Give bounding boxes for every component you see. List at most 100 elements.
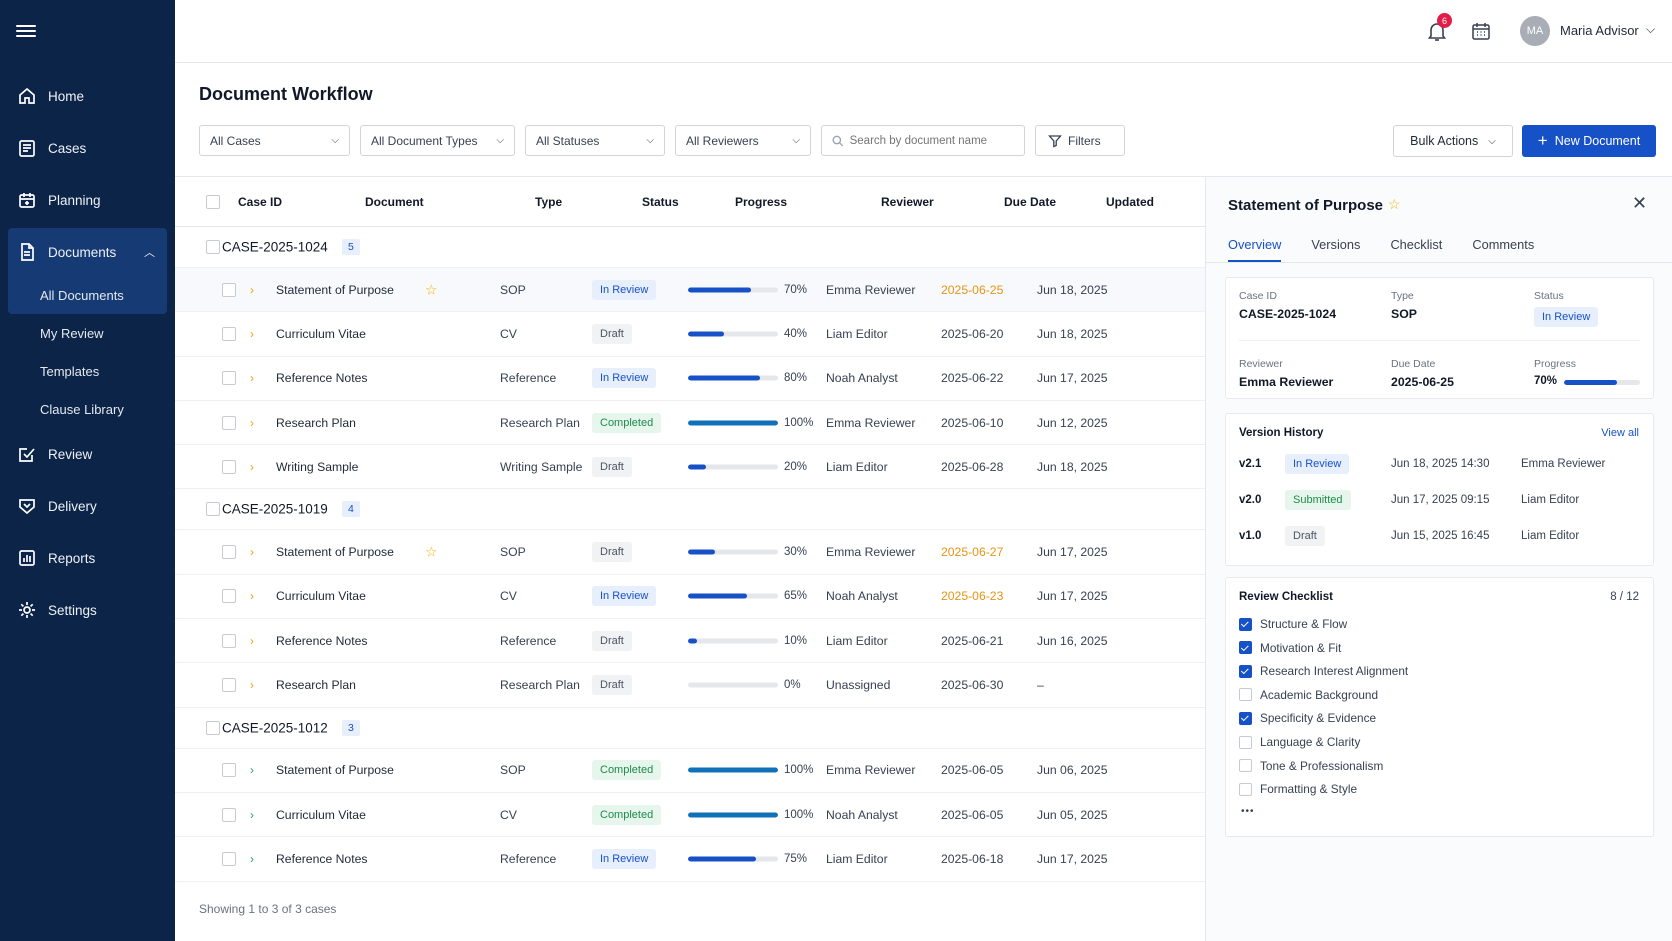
sidebar-subitem-my-review[interactable]: My Review bbox=[40, 325, 104, 341]
row-checkbox[interactable] bbox=[206, 720, 220, 735]
chevron-right-icon[interactable]: › bbox=[250, 326, 254, 341]
version-row[interactable]: v2.0 Submitted Jun 17, 2025 09:15 Liam Edit… bbox=[1239, 488, 1644, 512]
sidebar-item-documents[interactable]: Documents ︿ bbox=[8, 228, 167, 276]
column-header-type[interactable]: Type bbox=[535, 195, 563, 209]
table-row[interactable]: › Research Plan Research Plan Completed 100%… bbox=[175, 401, 1205, 446]
checklist-checkbox[interactable] bbox=[1239, 664, 1252, 678]
document-name[interactable]: Research Plan bbox=[276, 415, 356, 430]
status-filter-select[interactable]: All Statuses ⌵ bbox=[525, 125, 665, 156]
row-checkbox[interactable] bbox=[222, 763, 236, 778]
tab-overview[interactable]: Overview bbox=[1228, 237, 1282, 262]
checklist-checkbox[interactable] bbox=[1239, 759, 1252, 773]
row-checkbox[interactable] bbox=[222, 459, 236, 474]
checklist-item[interactable]: Structure & Flow bbox=[1239, 614, 1347, 634]
chevron-right-icon[interactable]: › bbox=[250, 589, 254, 604]
row-checkbox[interactable] bbox=[206, 240, 220, 254]
column-header-progress[interactable]: Progress bbox=[735, 195, 788, 209]
star-icon[interactable]: ☆ bbox=[425, 281, 438, 298]
column-header-status[interactable]: Status bbox=[642, 195, 679, 209]
table-row[interactable]: › Statement of Purpose ☆ SOP In Review 70% Emm… bbox=[175, 268, 1205, 313]
chevron-right-icon[interactable]: › bbox=[250, 678, 254, 693]
checklist-checkbox[interactable] bbox=[1239, 641, 1252, 655]
star-icon[interactable]: ☆ bbox=[1388, 196, 1401, 212]
table-row[interactable]: › Statement of Purpose ☆ SOP Draft 30% Emma Re… bbox=[175, 530, 1205, 575]
chevron-right-icon[interactable]: › bbox=[250, 763, 254, 778]
sidebar-item-planning[interactable]: Planning bbox=[0, 174, 175, 226]
table-row[interactable]: › Reference Notes Reference In Review 75% Lia… bbox=[175, 837, 1205, 882]
checklist-checkbox[interactable] bbox=[1239, 735, 1252, 749]
column-header-reviewer[interactable]: Reviewer bbox=[881, 195, 934, 209]
document-name[interactable]: Curriculum Vitae bbox=[276, 326, 366, 341]
sidebar-subitem-clause-library[interactable]: Clause Library bbox=[40, 401, 124, 417]
chevron-right-icon[interactable]: › bbox=[250, 633, 254, 648]
user-name[interactable]: Maria Advisor bbox=[1560, 23, 1639, 38]
document-name[interactable]: Statement of Purpose bbox=[276, 545, 394, 560]
checklist-item[interactable]: Tone & Professionalism bbox=[1239, 756, 1383, 776]
row-checkbox[interactable] bbox=[206, 502, 220, 517]
document-name[interactable]: Reference Notes bbox=[276, 633, 368, 648]
checklist-item[interactable]: Formatting & Style bbox=[1239, 779, 1357, 799]
chevron-right-icon[interactable]: › bbox=[250, 459, 254, 474]
row-checkbox[interactable] bbox=[222, 282, 236, 297]
chevron-right-icon[interactable]: › bbox=[250, 371, 254, 386]
chevron-right-icon[interactable]: › bbox=[250, 851, 254, 866]
checklist-item[interactable]: Academic Background bbox=[1239, 685, 1378, 705]
version-row[interactable]: v2.1 In Review Jun 18, 2025 14:30 Emma Revi… bbox=[1239, 452, 1644, 476]
table-row[interactable]: › Research Plan Research Plan Draft 0% Unassi… bbox=[175, 663, 1205, 708]
document-name[interactable]: Statement of Purpose bbox=[276, 282, 394, 297]
checklist-item[interactable]: Specificity & Evidence bbox=[1239, 708, 1376, 728]
more-icon[interactable]: ••• bbox=[1241, 806, 1255, 817]
document-name[interactable]: Reference Notes bbox=[276, 851, 368, 866]
column-header-document[interactable]: Document bbox=[365, 195, 424, 209]
row-checkbox[interactable] bbox=[222, 633, 236, 648]
sidebar-item-reports[interactable]: Reports bbox=[0, 532, 175, 584]
case-group-row[interactable]: CASE-2025-1019 4 bbox=[175, 489, 1205, 531]
row-checkbox[interactable] bbox=[222, 415, 236, 430]
table-row[interactable]: › Curriculum Vitae CV Completed 100% Noah Ana… bbox=[175, 793, 1205, 838]
sidebar-item-settings[interactable]: Settings bbox=[0, 584, 175, 636]
checklist-checkbox[interactable] bbox=[1239, 688, 1252, 702]
case-id[interactable]: CASE-2025-1012 bbox=[222, 720, 328, 736]
case-id[interactable]: CASE-2025-1019 bbox=[222, 501, 328, 517]
tab-checklist[interactable]: Checklist bbox=[1390, 237, 1443, 252]
bulk-actions-button[interactable]: Bulk Actions ⌵ bbox=[1393, 125, 1513, 157]
tab-versions[interactable]: Versions bbox=[1311, 237, 1361, 252]
avatar[interactable]: MA bbox=[1520, 16, 1550, 46]
chevron-right-icon[interactable]: › bbox=[250, 545, 254, 560]
checklist-checkbox[interactable] bbox=[1239, 711, 1252, 725]
chevron-right-icon[interactable]: › bbox=[250, 282, 254, 297]
sidebar-subitem-all-documents[interactable]: All Documents bbox=[8, 276, 167, 314]
chevron-right-icon[interactable]: › bbox=[250, 415, 254, 430]
table-row[interactable]: › Curriculum Vitae CV Draft 40% Liam Editor 20… bbox=[175, 312, 1205, 357]
table-row[interactable]: › Curriculum Vitae CV In Review 65% Noah Anal… bbox=[175, 575, 1205, 620]
case-id[interactable]: CASE-2025-1024 bbox=[222, 239, 328, 255]
checklist-item[interactable]: Motivation & Fit bbox=[1239, 638, 1341, 658]
type-filter-select[interactable]: All Document Types ⌵ bbox=[360, 125, 515, 156]
new-document-button[interactable]: + New Document bbox=[1522, 125, 1656, 157]
table-row[interactable]: › Reference Notes Reference Draft 10% Liam Ed… bbox=[175, 619, 1205, 664]
search-input[interactable] bbox=[849, 134, 1014, 147]
checklist-item[interactable]: Research Interest Alignment bbox=[1239, 661, 1408, 681]
close-icon[interactable]: ✕ bbox=[1632, 193, 1648, 213]
document-name[interactable]: Reference Notes bbox=[276, 371, 368, 386]
checklist-checkbox[interactable] bbox=[1239, 782, 1252, 796]
checklist-checkbox[interactable] bbox=[1239, 617, 1252, 631]
document-name[interactable]: Research Plan bbox=[276, 678, 356, 693]
row-checkbox[interactable] bbox=[222, 545, 236, 560]
document-name[interactable]: Curriculum Vitae bbox=[276, 589, 366, 604]
row-checkbox[interactable] bbox=[222, 326, 236, 341]
document-name[interactable]: Statement of Purpose bbox=[276, 763, 394, 778]
version-row[interactable]: v1.0 Draft Jun 15, 2025 16:45 Liam Editor bbox=[1239, 524, 1644, 548]
calendar-icon[interactable] bbox=[1470, 20, 1492, 42]
table-row[interactable]: › Writing Sample Writing Sample Draft 20% Lia… bbox=[175, 445, 1205, 490]
sidebar-item-cases[interactable]: Cases bbox=[0, 122, 175, 174]
row-checkbox[interactable] bbox=[222, 807, 236, 822]
sidebar-subitem-templates[interactable]: Templates bbox=[40, 363, 100, 379]
sidebar-item-delivery[interactable]: Delivery bbox=[0, 480, 175, 532]
filters-button[interactable]: Filters bbox=[1035, 125, 1125, 156]
chevron-down-icon[interactable]: ⌵ bbox=[1646, 22, 1656, 36]
row-checkbox[interactable] bbox=[222, 851, 236, 866]
menu-icon[interactable] bbox=[16, 22, 36, 40]
sidebar-item-home[interactable]: Home bbox=[0, 70, 175, 122]
star-icon[interactable]: ☆ bbox=[425, 543, 438, 560]
